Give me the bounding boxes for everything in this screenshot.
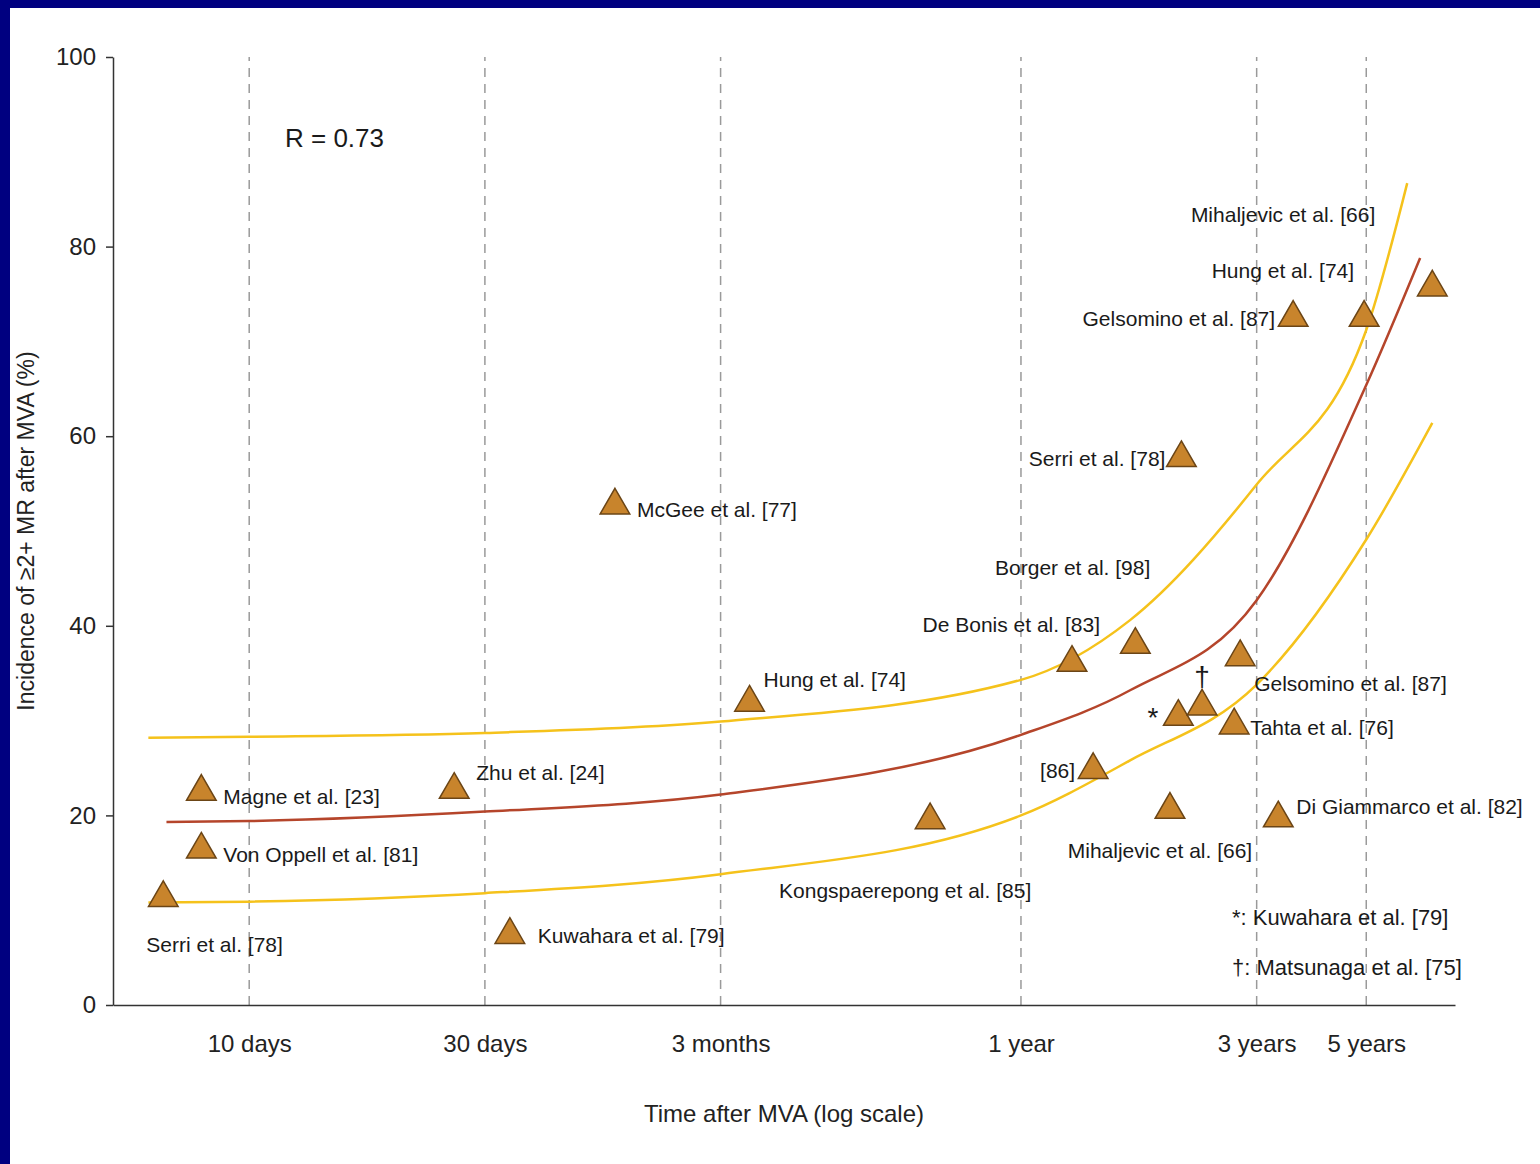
grid-line <box>1020 57 1022 1005</box>
tick-label: 10 days <box>208 1030 292 1057</box>
point <box>1155 793 1185 819</box>
point <box>1225 640 1255 666</box>
tick: 3 months <box>672 1005 771 1057</box>
point-label: Zhu et al. [24] <box>476 761 604 784</box>
tick: 1 year <box>988 1005 1055 1057</box>
point <box>1263 801 1293 827</box>
line <box>148 183 1407 738</box>
point-label: Di Giammarco et al. [82] <box>1296 795 1522 818</box>
point <box>1349 301 1379 327</box>
tick-label: 80 <box>69 233 96 260</box>
point-label: Hung et al. [74] <box>764 668 906 691</box>
axis-line <box>114 1005 1456 1007</box>
grid-line <box>1256 57 1258 1005</box>
point <box>600 488 630 514</box>
point <box>187 775 217 801</box>
tick: 3 years <box>1218 1005 1297 1057</box>
point <box>1167 441 1197 467</box>
grid-line <box>484 57 486 1005</box>
annotation: *: Kuwahara et al. [79] <box>1232 905 1448 930</box>
point <box>1278 301 1308 327</box>
point <box>1078 753 1108 779</box>
point <box>735 685 765 711</box>
tick-label: 3 months <box>672 1030 771 1057</box>
tick: 40 <box>69 612 113 639</box>
y-axis: 0 20 40 60 80 100 <box>56 43 114 1018</box>
tick-label: 3 years <box>1218 1030 1297 1057</box>
x-axis: 10 days 30 days 3 months 1 year 3 years 5 yea… <box>114 1005 1456 1057</box>
point-label: Hung et al. [74] <box>1212 259 1354 282</box>
point-label: Magne et al. [23] <box>223 785 379 808</box>
tick: 5 years <box>1327 1005 1406 1057</box>
tick-mark <box>106 57 113 59</box>
point-label: Serri et al. [78] <box>146 933 283 956</box>
tick: 60 <box>69 422 113 449</box>
tick-label: 0 <box>83 991 96 1018</box>
point-label: Gelsomino et al. [87] <box>1254 672 1447 695</box>
point-label: † <box>1194 661 1210 692</box>
tick: 20 <box>69 802 113 829</box>
tick-label: 20 <box>69 802 96 829</box>
grid-line <box>720 57 722 1005</box>
line <box>166 258 1420 822</box>
line <box>148 423 1432 903</box>
axis-line <box>113 58 115 1006</box>
point <box>1187 689 1217 715</box>
tick: 100 <box>56 43 113 70</box>
point-label: McGee et al. [77] <box>637 498 797 521</box>
tick-label: 5 years <box>1327 1030 1406 1057</box>
point-label: Borger et al. [98] <box>995 556 1150 579</box>
point-label: Serri et al. [78] <box>1029 447 1166 470</box>
point-labels: Serri et al. [78] Von Oppell et al. [81] M… <box>146 203 1522 956</box>
point-label: * <box>1147 702 1158 733</box>
point-label: Kuwahara et al. [79] <box>538 924 725 947</box>
point-label: Gelsomino et al. [87] <box>1083 307 1276 330</box>
tick-label: 100 <box>56 43 96 70</box>
tick: 80 <box>69 233 113 260</box>
tick-label: 30 days <box>443 1030 527 1057</box>
tick-mark <box>106 626 113 628</box>
tick: 0 <box>83 991 113 1018</box>
point <box>1057 646 1087 672</box>
grid-line <box>1366 57 1368 1005</box>
tick-label: 60 <box>69 422 96 449</box>
tick: 10 days <box>208 1005 292 1057</box>
point-label: De Bonis et al. [83] <box>923 613 1100 636</box>
point-label: Mihaljevic et al. [66] <box>1068 839 1252 862</box>
point <box>1219 708 1249 734</box>
point-label: Kongspaerepong et al. [85] <box>779 879 1031 902</box>
annotation: R = 0.73 <box>285 123 384 153</box>
plot-area <box>148 183 1447 943</box>
point <box>148 881 178 907</box>
point <box>187 832 217 858</box>
point <box>1121 628 1151 654</box>
x-axis-title: Time after MVA (log scale) <box>644 1100 924 1127</box>
point-label: [86] <box>1040 759 1075 782</box>
point <box>915 803 945 829</box>
point <box>495 918 525 944</box>
chart: 10 days 30 days 3 months 1 year 3 years 5 yea… <box>0 0 1540 1164</box>
tick-label: 40 <box>69 612 96 639</box>
frame <box>0 0 1540 1164</box>
background <box>10 8 1540 1164</box>
tick-mark <box>106 1005 113 1007</box>
point <box>1417 270 1447 296</box>
tick-label: 1 year <box>988 1030 1055 1057</box>
point-label: Mihaljevic et al. [66] <box>1191 203 1375 226</box>
annotation: †: Matsunaga et al. [75] <box>1232 955 1462 980</box>
point-label: Tahta et al. [76] <box>1250 716 1394 739</box>
tick: 30 days <box>443 1005 527 1057</box>
tick-mark <box>106 246 113 248</box>
tick-mark <box>106 436 113 438</box>
y-axis-title: Incidence of ≥2+ MR after MVA (%) <box>13 351 39 710</box>
tick-mark <box>106 815 113 817</box>
point <box>439 773 469 799</box>
point-label: Von Oppell et al. [81] <box>223 843 418 866</box>
